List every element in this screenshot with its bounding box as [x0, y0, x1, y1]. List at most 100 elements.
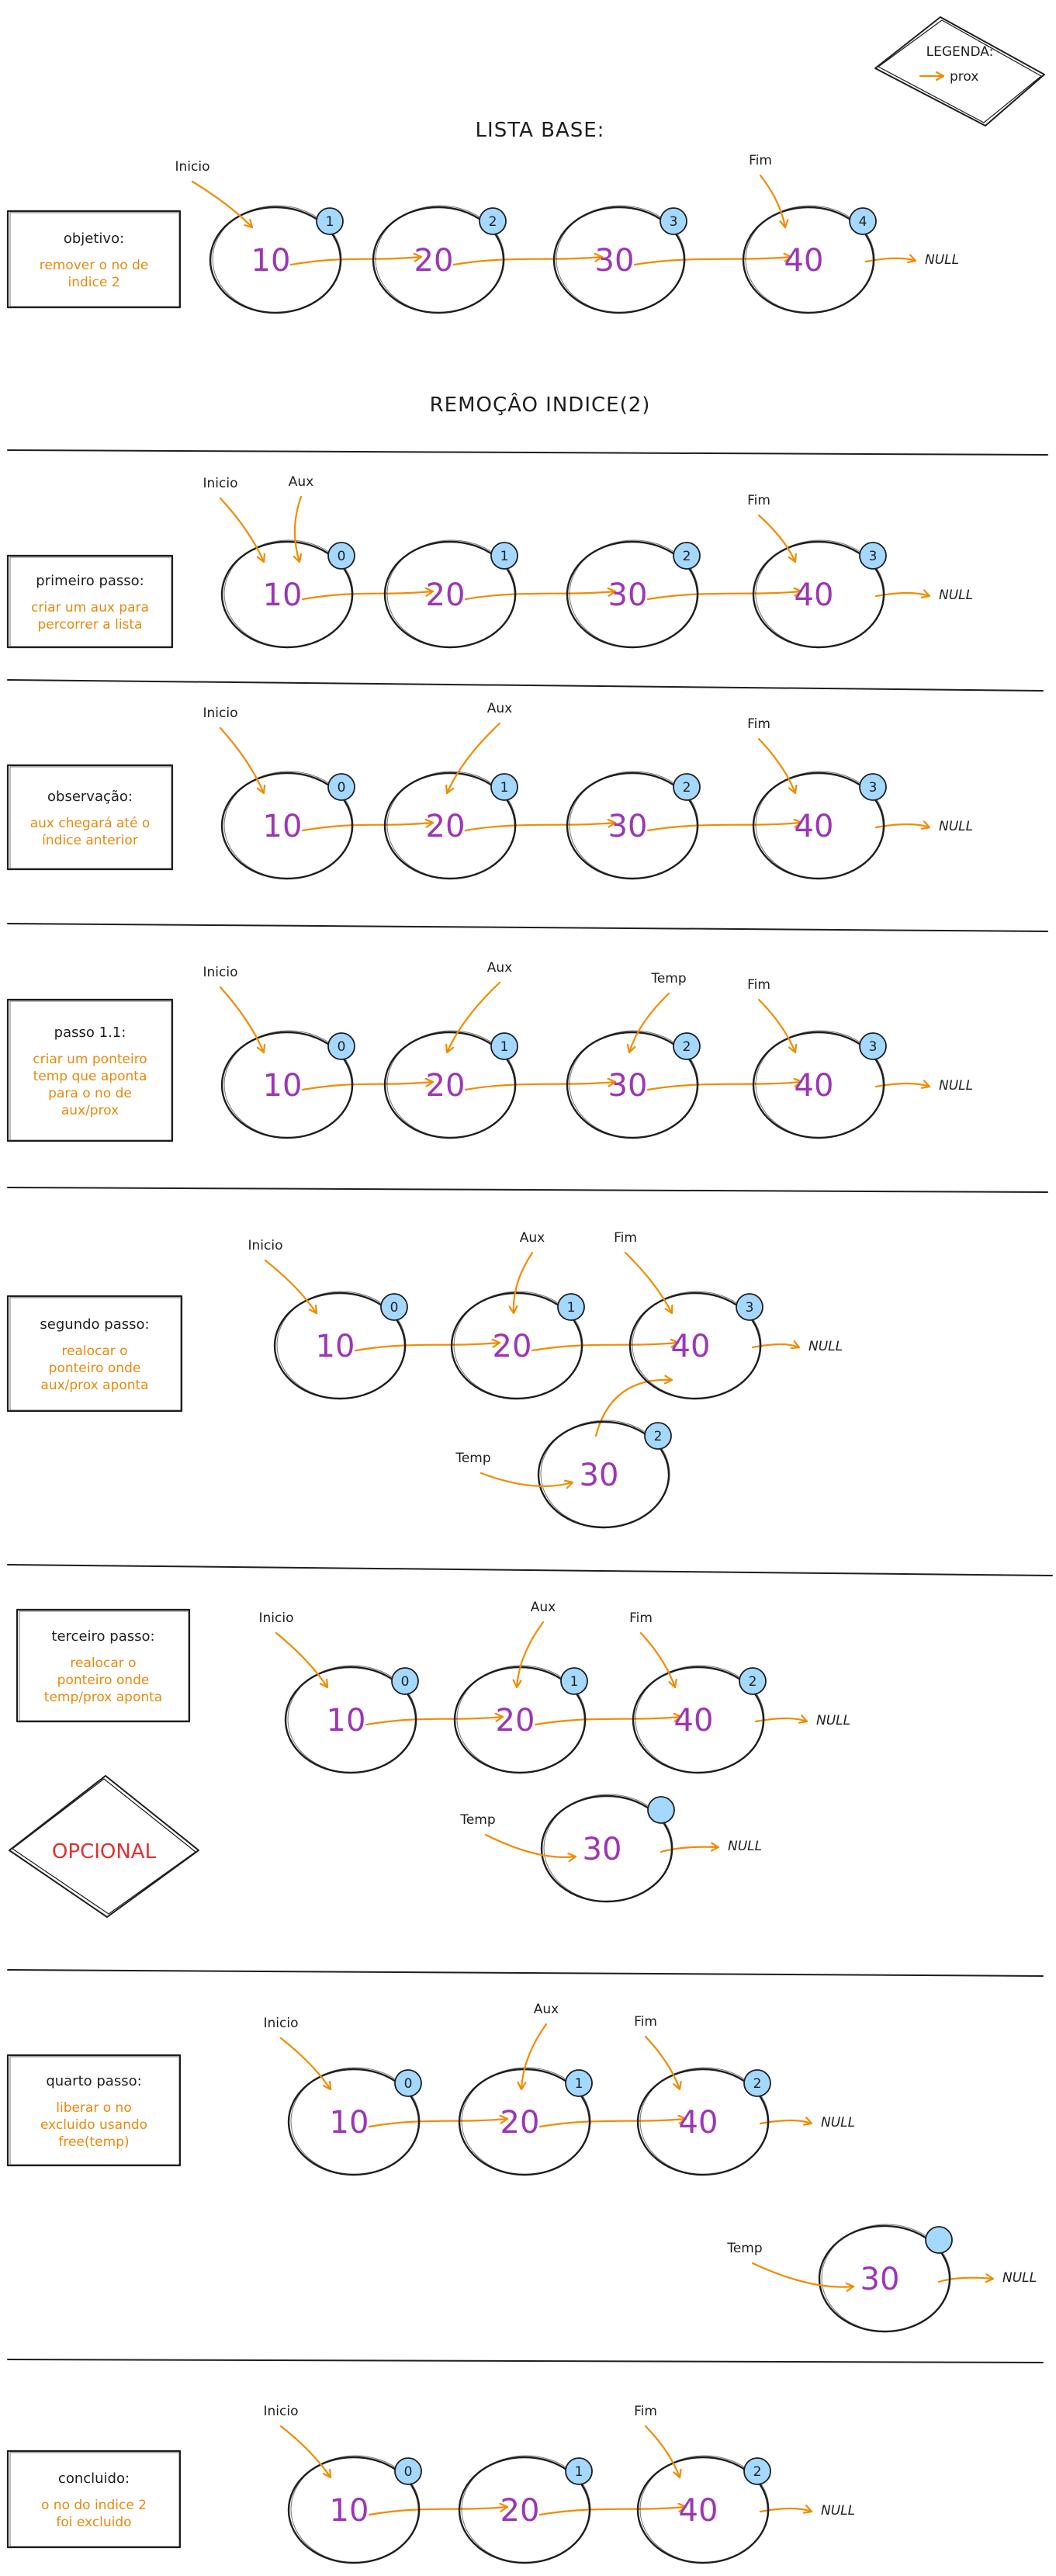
node-value: 30 — [580, 1458, 619, 1493]
node-value: 10 — [251, 243, 291, 279]
list-node: 10 0 — [284, 1665, 419, 1774]
node-value: 30 — [595, 243, 635, 279]
node-value: 10 — [263, 577, 303, 613]
prox-arrow — [633, 257, 793, 266]
list-node: 20 1 — [383, 771, 518, 880]
pointer-arrow — [757, 737, 795, 795]
pointer-arrow — [191, 180, 254, 229]
section-3: passo 1.1: criar um ponteiro temp que apon… — [6, 960, 973, 1142]
pointer-arrow — [219, 986, 264, 1054]
divider — [7, 1564, 1053, 1576]
list-node: 20 1 — [458, 2455, 593, 2564]
pointer-label: Fim — [747, 716, 770, 732]
node-value: 30 — [608, 809, 648, 844]
note-line: excluido usando — [40, 2117, 147, 2133]
node-value: 10 — [263, 809, 303, 844]
index-badge — [660, 207, 687, 235]
pointer-label: Aux — [534, 2002, 559, 2017]
index-number: 3 — [670, 214, 678, 230]
note-title: observação: — [47, 789, 133, 805]
section-7: concluido: o no do indice 2 foi excluido NU… — [6, 2404, 855, 2564]
list-node: 10 0 — [220, 539, 355, 649]
divider — [7, 679, 1044, 692]
index-badge — [743, 2069, 771, 2097]
prox-arrow — [368, 2119, 509, 2128]
node-value: 40 — [679, 2105, 718, 2141]
list-node: 40 2 — [636, 2455, 771, 2564]
index-number: 3 — [869, 549, 878, 564]
list-node: 10 0 — [287, 2455, 422, 2564]
null-arrow — [759, 2508, 813, 2512]
optional-label: OPCIONAL — [52, 1840, 157, 1864]
pointer-label: Inicio — [264, 2404, 299, 2419]
index-number: 0 — [338, 1039, 346, 1055]
pointer-label: Aux — [289, 474, 313, 490]
note-title: passo 1.1: — [54, 1025, 126, 1041]
pointer-label: Inicio — [259, 1610, 294, 1626]
null-label: NULL — [939, 819, 973, 834]
pointer-arrow — [644, 2425, 680, 2479]
note-box — [6, 2449, 182, 2549]
note-box — [6, 2054, 182, 2167]
section-2: observação: aux chegará até o índice anter… — [6, 701, 973, 880]
index-number: 2 — [749, 1674, 757, 1690]
prox-arrow — [365, 1717, 504, 1726]
null-label: NULL — [821, 2115, 855, 2130]
list-node: 10 0 — [273, 1291, 408, 1400]
pointer-arrow — [219, 726, 264, 795]
prox-arrow — [646, 823, 803, 832]
index-badge — [739, 1667, 767, 1695]
index-badge — [925, 2226, 953, 2254]
list-node: 10 1 — [209, 205, 344, 314]
note-line: ponteiro onde — [57, 1673, 150, 1688]
list-node: 40 3 — [752, 539, 887, 649]
node-value: 40 — [674, 1703, 714, 1739]
note-line: criar um aux para — [31, 600, 149, 615]
pointer-label: Fim — [614, 1230, 637, 1246]
index-badge — [490, 773, 518, 801]
index-badge — [327, 773, 355, 801]
index-number: 0 — [338, 780, 346, 796]
index-number: 2 — [683, 780, 691, 796]
index-badge — [859, 1032, 887, 1060]
index-number: 1 — [500, 780, 509, 796]
null-label: NULL — [939, 1078, 973, 1094]
divider — [7, 449, 1048, 456]
node-value: 30 — [860, 2262, 900, 2297]
note-box — [6, 1295, 183, 1413]
index-number: 2 — [683, 549, 691, 564]
node-value: 40 — [784, 243, 824, 279]
prox-arrow — [368, 2507, 509, 2516]
note-line: aux/prox — [61, 1103, 119, 1118]
index-number: 1 — [570, 1674, 579, 1690]
index-number: 4 — [859, 214, 867, 230]
null-label: NULL — [939, 588, 973, 603]
list-node: 40 4 — [742, 205, 877, 314]
note-line: aux chegará até o — [30, 816, 151, 831]
section-0: objetivo: remover o no de indice 2 NULL 10 1 2… — [6, 153, 959, 314]
pointer-label: Inicio — [264, 2016, 299, 2031]
null-arrow — [759, 2120, 813, 2124]
index-badge — [673, 542, 701, 570]
index-badge — [327, 1032, 355, 1060]
pointer-arrow — [629, 992, 670, 1054]
pointer-arrow — [624, 1251, 672, 1315]
list-node: 20 1 — [458, 2067, 593, 2176]
null-label: NULL — [1002, 2270, 1037, 2286]
list-node: 10 0 — [287, 2067, 422, 2176]
null-arrow — [874, 824, 931, 827]
note-line: free(temp) — [58, 2134, 129, 2150]
index-badge — [391, 1667, 419, 1695]
index-badge — [859, 773, 887, 801]
node-value: 20 — [500, 2493, 540, 2529]
prox-arrow — [531, 1343, 680, 1352]
list-node: 40 3 — [628, 1291, 763, 1400]
index-badge — [490, 542, 518, 570]
index-number: 2 — [489, 214, 497, 230]
pointer-arrow — [521, 2023, 548, 2091]
list-node: 40 2 — [636, 2067, 771, 2176]
pointer-arrow — [447, 722, 501, 795]
note-line: remover o no de — [40, 258, 149, 273]
pointer-arrow — [517, 1621, 545, 1689]
index-badge — [736, 1293, 763, 1321]
